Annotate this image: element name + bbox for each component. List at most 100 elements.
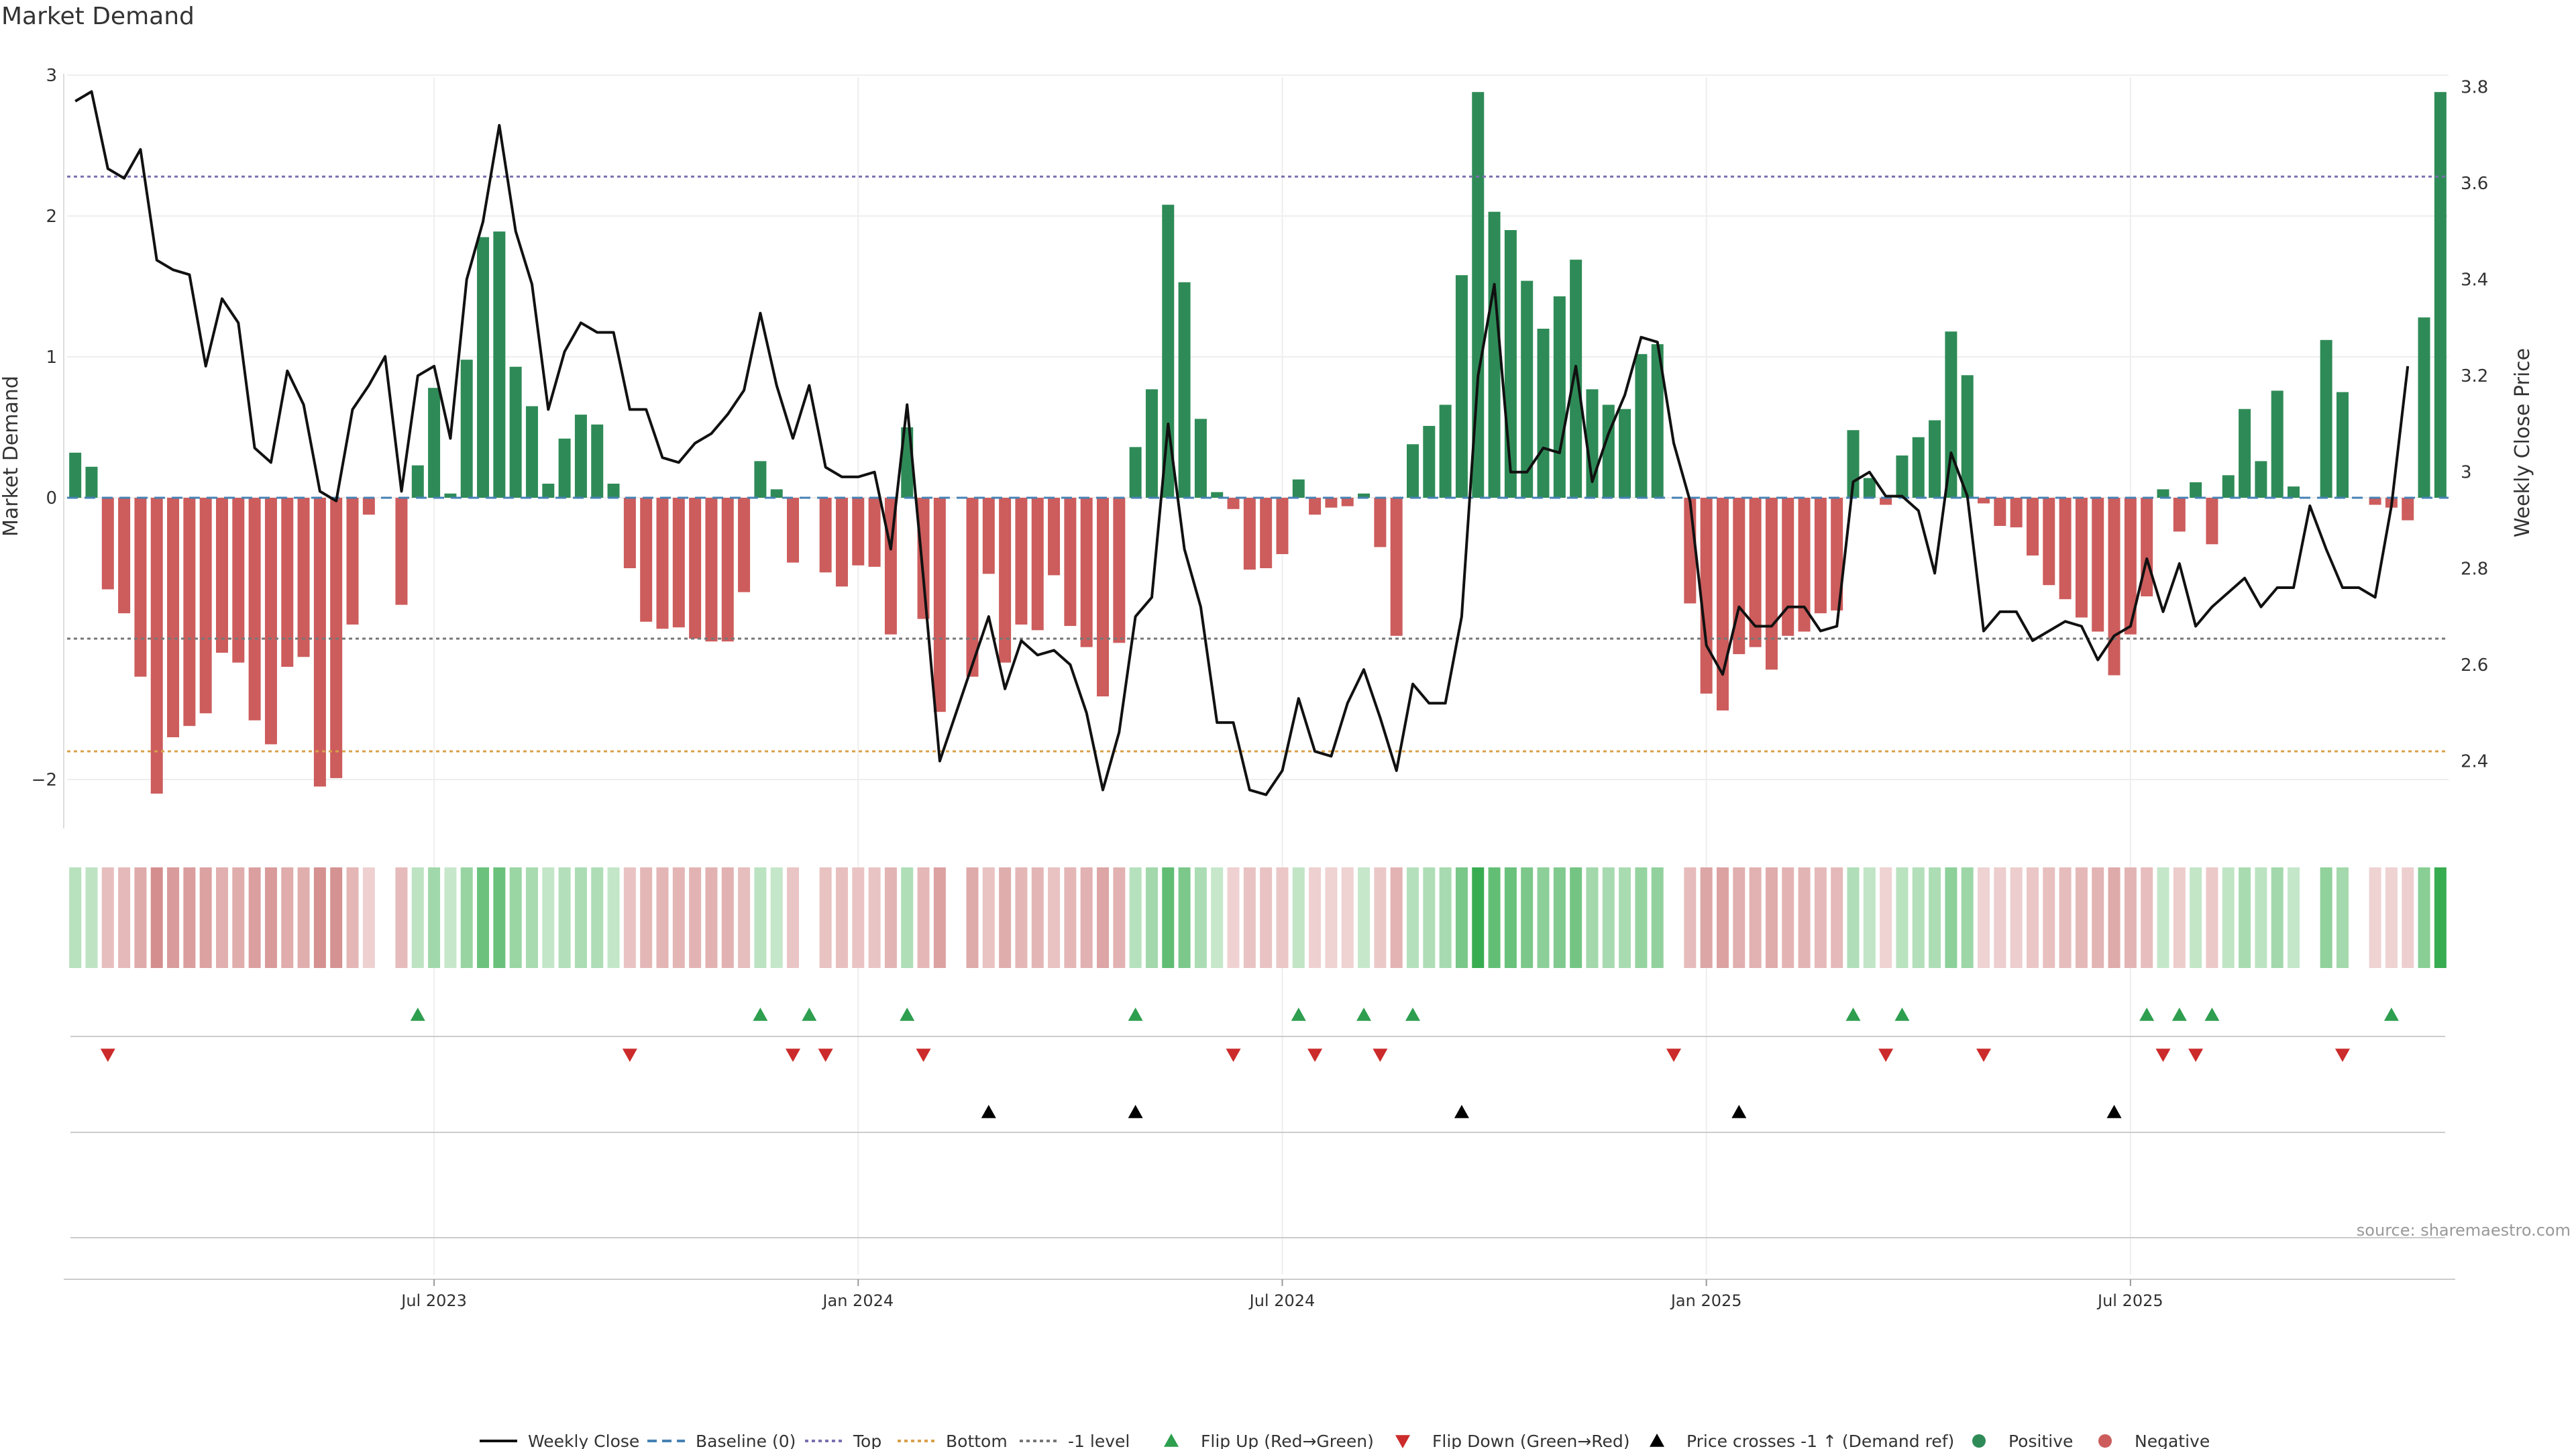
flip-down-marker [1878,1049,1894,1062]
demand-bar-positive [2239,409,2251,498]
heat-strip-cell [640,867,653,968]
left-tick-label: 0 [46,488,57,508]
demand-bar-negative [2043,498,2055,586]
demand-bar-negative [705,498,718,642]
heat-strip-cell [2239,867,2251,968]
heat-strip-cell [281,867,294,968]
heat-strip-cell [199,867,212,968]
legend-label: Weekly Close [528,1432,639,1449]
heat-strip-cell [2402,867,2414,968]
heat-strip-cell [1097,867,1110,968]
price-cross-marker [1454,1105,1469,1118]
heat-strip-cell [672,867,685,968]
heat-strip-cell [1880,867,1892,968]
flip-down-marker [786,1049,801,1062]
heat-strip-cell [1684,867,1697,968]
legend-label: -1 level [1068,1432,1130,1449]
demand-bar-positive [509,366,522,498]
demand-bar-negative [2124,498,2137,635]
heat-strip-cell [346,867,359,968]
heat-strip-cell [1863,867,1876,968]
demand-bar-negative [1733,498,1746,655]
flip-down-marker [2334,1049,2350,1062]
heat-strip-cell [1374,867,1387,968]
demand-bar-positive [1162,205,1175,498]
heat-strip-cell [1325,867,1338,968]
demand-bar-negative [982,498,995,574]
demand-bar-positive [1945,331,1957,498]
heat-strip-cell [1504,867,1517,968]
heat-strip-cell [1994,867,2006,968]
legend-label: Bottom [946,1432,1008,1449]
demand-bar-negative [215,498,228,653]
demand-bar-negative [721,498,734,642]
heat-strip-cell [1700,867,1713,968]
heat-strip-cell [1260,867,1273,968]
heat-strip-cell [215,867,228,968]
demand-bar-positive [2271,390,2284,498]
heat-strip-cell [656,867,669,968]
heat-strip-cell [2173,867,2186,968]
heat-strip-cell [150,867,163,968]
heat-strip-cell [2108,867,2121,968]
demand-bar-negative [2075,498,2088,618]
legend-label: Price crosses -1 ↑ (Demand ref) [1686,1432,1954,1449]
demand-bar-negative [1080,498,1093,647]
heat-strip-cell [2418,867,2430,968]
heat-strip-cell [1733,867,1746,968]
flip-up-marker [1356,1008,1372,1021]
demand-bar-negative [313,498,326,787]
heat-strip-cell [787,867,800,968]
left-axis-label: Market Demand [0,376,23,537]
demand-bar-negative [623,498,636,568]
demand-bar-positive [1423,425,1436,498]
heat-strip-cell [1602,867,1615,968]
legend-label: Top [853,1432,881,1449]
heat-strip-cell [2206,867,2218,968]
demand-bar-negative [835,498,848,587]
flip-down-marker [1976,1049,1992,1062]
demand-bar-positive [591,424,604,498]
demand-bar-positive [2222,475,2235,498]
demand-bar-positive [1912,437,1925,498]
heat-strip-cell [1145,867,1158,968]
heat-strip-cell [2026,867,2039,968]
heat-strip-cell [1472,867,1485,968]
demand-bar-negative [2402,498,2414,521]
legend-swatch [2098,1434,2112,1448]
heat-strip-cell [835,867,848,968]
legend-label: Positive [2008,1432,2073,1449]
demand-bar-positive [1961,375,1974,498]
demand-bar-negative [1097,498,1110,697]
heat-strip-cell [248,867,261,968]
heat-strip-cell [558,867,571,968]
heat-strip-cell [118,867,131,968]
heat-strip-cell [1619,867,1631,968]
heat-strip-cell [1015,867,1028,968]
demand-bar-negative [787,498,800,563]
price-cross-marker [981,1105,996,1118]
heat-strip-cell [1521,867,1534,968]
left-tick-label: 3 [46,66,57,86]
demand-bar-negative [183,498,196,727]
heat-strip-cell [770,867,783,968]
heat-strip-cell [101,867,114,968]
flip-down-marker [1226,1049,1241,1062]
x-tick-label: Jan 2025 [1670,1291,1742,1310]
demand-bar-negative [1260,498,1273,568]
heat-strip-cell [1847,867,1860,968]
demand-bar-positive [428,388,441,498]
flip-down-marker [1307,1049,1323,1062]
heat-strip-cell [1570,867,1582,968]
demand-bar-negative [852,498,865,566]
demand-bar-negative [1309,498,1322,515]
demand-bar-negative [281,498,294,667]
heat-strip-cell [607,867,620,968]
x-tick-label: Jan 2024 [821,1291,894,1310]
heat-strip-cell [982,867,995,968]
heat-strip-cell [1553,867,1566,968]
heat-strip-cell [2434,867,2447,968]
demand-bar-negative [640,498,653,622]
heat-strip-cell [2255,867,2267,968]
legend-swatch [1164,1434,1179,1447]
